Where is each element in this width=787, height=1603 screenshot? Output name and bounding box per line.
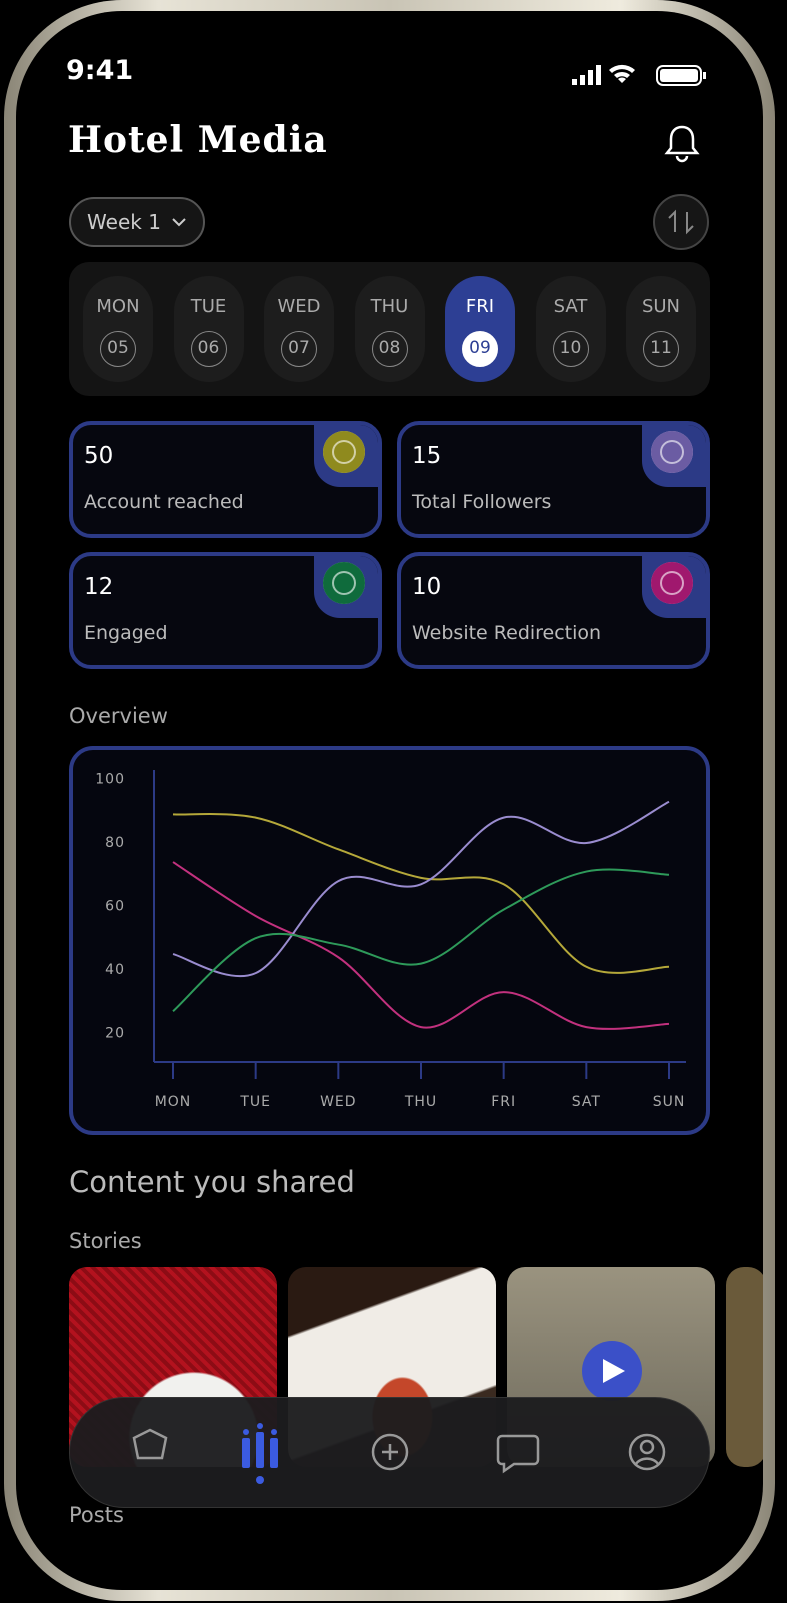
- day-date: 11: [643, 331, 679, 367]
- x-tick-label: WED: [320, 1094, 356, 1110]
- day-date: 10: [552, 331, 589, 367]
- series-line: [172, 861, 670, 1030]
- play-button: [582, 1341, 642, 1401]
- stories-title: Stories: [69, 1229, 142, 1253]
- day-name: SUN: [641, 296, 681, 317]
- stat-label: Total Followers: [412, 491, 552, 513]
- status-time: 9:41: [66, 55, 134, 86]
- bottom-nav: [69, 1397, 710, 1508]
- day-name: FRI: [465, 296, 495, 317]
- y-tick-label: 20: [105, 1025, 125, 1041]
- nav-stats[interactable]: [242, 1423, 278, 1484]
- screen: 9:41 Hotel Media Week 1 MON 05 TUE 06 WED 07 T…: [16, 11, 763, 1590]
- week-selector[interactable]: Week 1: [69, 197, 205, 247]
- stat-icon: [651, 431, 693, 473]
- stat-icon-tab: [642, 425, 706, 487]
- day-name: TUE: [190, 296, 227, 317]
- stat-icon: [323, 431, 365, 473]
- status-icons: [572, 64, 706, 86]
- stat-icon-tab: [314, 425, 378, 487]
- day-pill[interactable]: TUE 06: [173, 276, 244, 382]
- day-name: MON: [96, 296, 140, 317]
- x-tick-label: MON: [155, 1094, 192, 1110]
- day-date: 09: [462, 331, 498, 367]
- day-pill[interactable]: FRI 09: [445, 276, 515, 382]
- stat-label: Engaged: [84, 622, 168, 644]
- stat-value: 12: [84, 574, 114, 600]
- day-pill[interactable]: SAT 10: [535, 276, 606, 382]
- nav-profile[interactable]: [628, 1433, 666, 1471]
- x-tick-label: THU: [404, 1094, 437, 1110]
- day-date: 08: [371, 331, 408, 367]
- y-tick-label: 60: [105, 898, 125, 914]
- chart: 20 40 60 80 100 MON TUE WED THU FRI SAT SUN: [95, 770, 686, 1110]
- day-date: 05: [100, 331, 136, 367]
- stat-card: 12 Engaged: [69, 552, 382, 669]
- day-name: THU: [370, 296, 409, 317]
- phone-frame: 9:41 Hotel Media Week 1 MON 05 TUE 06 WED 07 T…: [4, 0, 775, 1601]
- day-pill[interactable]: SUN 11: [626, 276, 696, 382]
- stat-icon-tab: [314, 556, 378, 618]
- stat-label: Account reached: [84, 491, 244, 513]
- series-line: [172, 868, 670, 1012]
- nav-icons: [132, 1423, 666, 1484]
- series-line: [172, 813, 670, 974]
- nav-home[interactable]: [132, 1428, 168, 1460]
- day-date: 06: [190, 331, 227, 367]
- y-tick-label: 100: [95, 772, 125, 788]
- stat-icon: [651, 562, 693, 604]
- chevron: [172, 218, 186, 227]
- day-name: WED: [277, 296, 321, 317]
- nav-add[interactable]: [371, 1433, 409, 1471]
- x-tick-label: FRI: [491, 1094, 516, 1110]
- app-title: Hotel Media: [68, 119, 328, 161]
- story[interactable]: [726, 1267, 763, 1467]
- stat-value: 15: [412, 443, 442, 469]
- stat-icon: [323, 562, 365, 604]
- day-pill[interactable]: THU 08: [354, 276, 425, 382]
- stat-value: 10: [412, 574, 442, 600]
- day-name: SAT: [553, 296, 588, 317]
- overview-title: Overview: [69, 704, 168, 728]
- y-tick-label: 80: [105, 835, 125, 851]
- chart-card: 20 40 60 80 100 MON TUE WED THU FRI SAT SUN: [69, 746, 710, 1135]
- x-tick-label: TUE: [239, 1094, 271, 1110]
- x-tick-label: SUN: [653, 1094, 686, 1110]
- stat-label: Website Redirection: [412, 622, 602, 644]
- day-selector: MON 05 TUE 06 WED 07 THU 08 FRI 09 SAT 10 SUN 11: [69, 262, 710, 396]
- content-title: Content you shared: [69, 1165, 355, 1199]
- stat-icon-tab: [642, 556, 706, 618]
- day-date: 07: [281, 331, 317, 367]
- notification-bell[interactable]: [664, 123, 700, 163]
- stat-card: 10 Website Redirection: [397, 552, 710, 669]
- day-pill[interactable]: MON 05: [83, 276, 153, 382]
- y-tick-label: 40: [105, 962, 125, 978]
- series-line: [172, 800, 670, 978]
- nav-messages[interactable]: [496, 1434, 540, 1474]
- x-tick-label: SAT: [572, 1094, 601, 1110]
- stat-value: 50: [84, 443, 114, 469]
- stat-card: 15 Total Followers: [397, 421, 710, 538]
- posts-title: Posts: [69, 1503, 124, 1527]
- sort-button[interactable]: [653, 194, 709, 250]
- sort-icon: [668, 209, 694, 235]
- stat-card: 50 Account reached: [69, 421, 382, 538]
- day-pill[interactable]: WED 07: [264, 276, 334, 382]
- week-label: Week 1: [87, 210, 161, 234]
